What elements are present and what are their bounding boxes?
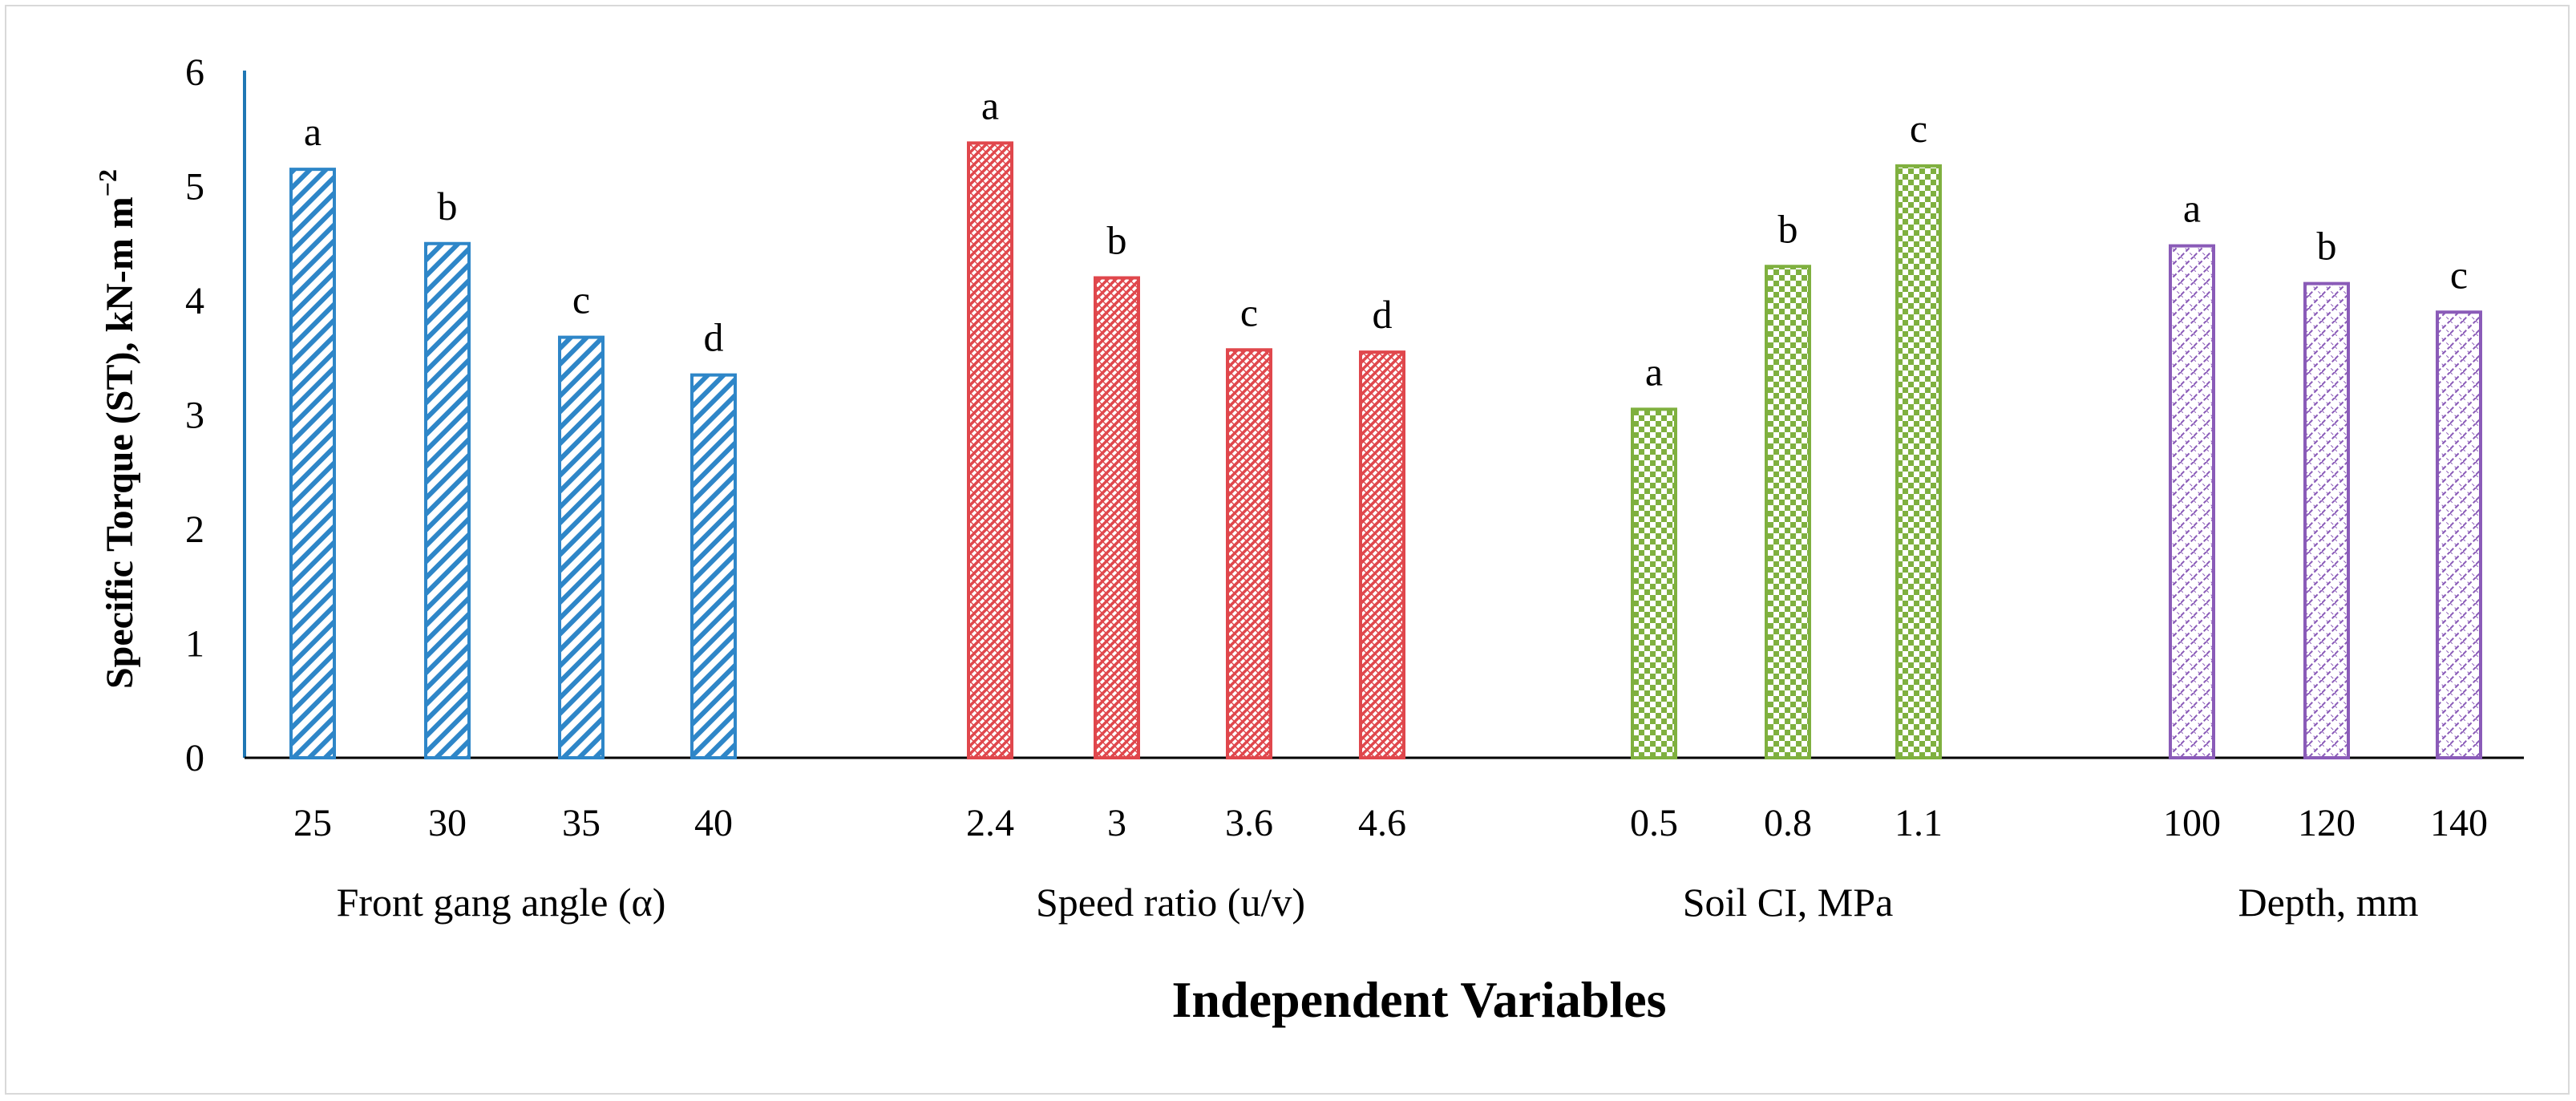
group-labels: Front gang angle (α) Speed ratio (u/v) Soi… xyxy=(337,880,2419,925)
bar xyxy=(1359,350,1405,759)
bar xyxy=(289,168,336,759)
bar xyxy=(424,241,471,759)
x-tick-label: 140 xyxy=(2430,802,2488,844)
bar-letter-label: a xyxy=(981,83,999,128)
group-label: Depth, mm xyxy=(2238,880,2419,925)
bar xyxy=(1094,276,1140,759)
bar xyxy=(2303,281,2350,759)
bar-letter-label: a xyxy=(2183,186,2201,231)
bar xyxy=(2169,244,2215,760)
x-tick-label: 2.4 xyxy=(966,802,1014,844)
x-tick-label: 3 xyxy=(1107,802,1126,844)
x-axis-title: Independent Variables xyxy=(1171,971,1666,1028)
bar xyxy=(2436,310,2482,759)
y-tick-label: 2 xyxy=(185,508,204,551)
y-axis-title-sup: −2 xyxy=(93,169,122,196)
bar-letter-labels: a b c d a b c d a b c a b c xyxy=(304,83,2468,394)
bar xyxy=(1226,348,1272,759)
y-tick-label: 5 xyxy=(185,166,204,208)
bar-letter-label: d xyxy=(1373,292,1393,337)
x-tick-label: 4.6 xyxy=(1358,802,1406,844)
bar xyxy=(1631,407,1677,759)
y-tick-label: 3 xyxy=(185,395,204,437)
bar xyxy=(558,335,605,760)
bar xyxy=(1895,164,1942,760)
group-label: Soil CI, MPa xyxy=(1683,880,1894,925)
y-axis-title-main: Specific Torque (ST), kN-m m xyxy=(99,196,141,689)
x-tick-label: 3.6 xyxy=(1225,802,1273,844)
bar-letter-label: b xyxy=(438,184,458,229)
bar-letter-label: b xyxy=(2317,224,2337,269)
bar xyxy=(967,141,1013,760)
group-label: Front gang angle (α) xyxy=(337,880,666,925)
y-axis-title: Specific Torque (ST), kN-m m−2 xyxy=(93,169,141,689)
x-tick-label: 0.5 xyxy=(1630,802,1678,844)
bar xyxy=(1765,265,1811,759)
bar-letter-label: c xyxy=(572,277,590,322)
x-tick-label: 35 xyxy=(562,802,601,844)
y-tick-label: 1 xyxy=(185,623,204,666)
x-tick-label: 30 xyxy=(428,802,467,844)
x-tick-label: 120 xyxy=(2298,802,2356,844)
bar-letter-label: b xyxy=(1778,206,1798,251)
bar xyxy=(690,373,737,759)
group-label: Speed ratio (u/v) xyxy=(1036,880,1305,925)
bar-letter-label: b xyxy=(1107,218,1127,263)
bars xyxy=(289,141,2482,760)
bar-letter-label: c xyxy=(1240,289,1258,334)
x-tick-labels: 25 30 35 40 2.4 3 3.6 4.6 0.5 0.8 1.1 100 120 140 xyxy=(293,802,2488,844)
y-tick-label: 6 xyxy=(185,51,204,94)
x-tick-label: 25 xyxy=(293,802,332,844)
x-tick-label: 0.8 xyxy=(1764,802,1812,844)
y-tick-label: 0 xyxy=(185,737,204,779)
x-tick-label: 1.1 xyxy=(1895,802,1943,844)
bar-letter-label: c xyxy=(2450,252,2468,297)
bar-letter-label: a xyxy=(304,109,321,154)
y-tick-label: 4 xyxy=(185,280,204,322)
bar-letter-label: c xyxy=(1910,106,1927,151)
bar-letter-label: a xyxy=(1645,349,1663,394)
bar-letter-label: d xyxy=(704,315,724,360)
x-tick-label: 40 xyxy=(694,802,733,844)
x-tick-label: 100 xyxy=(2163,802,2221,844)
